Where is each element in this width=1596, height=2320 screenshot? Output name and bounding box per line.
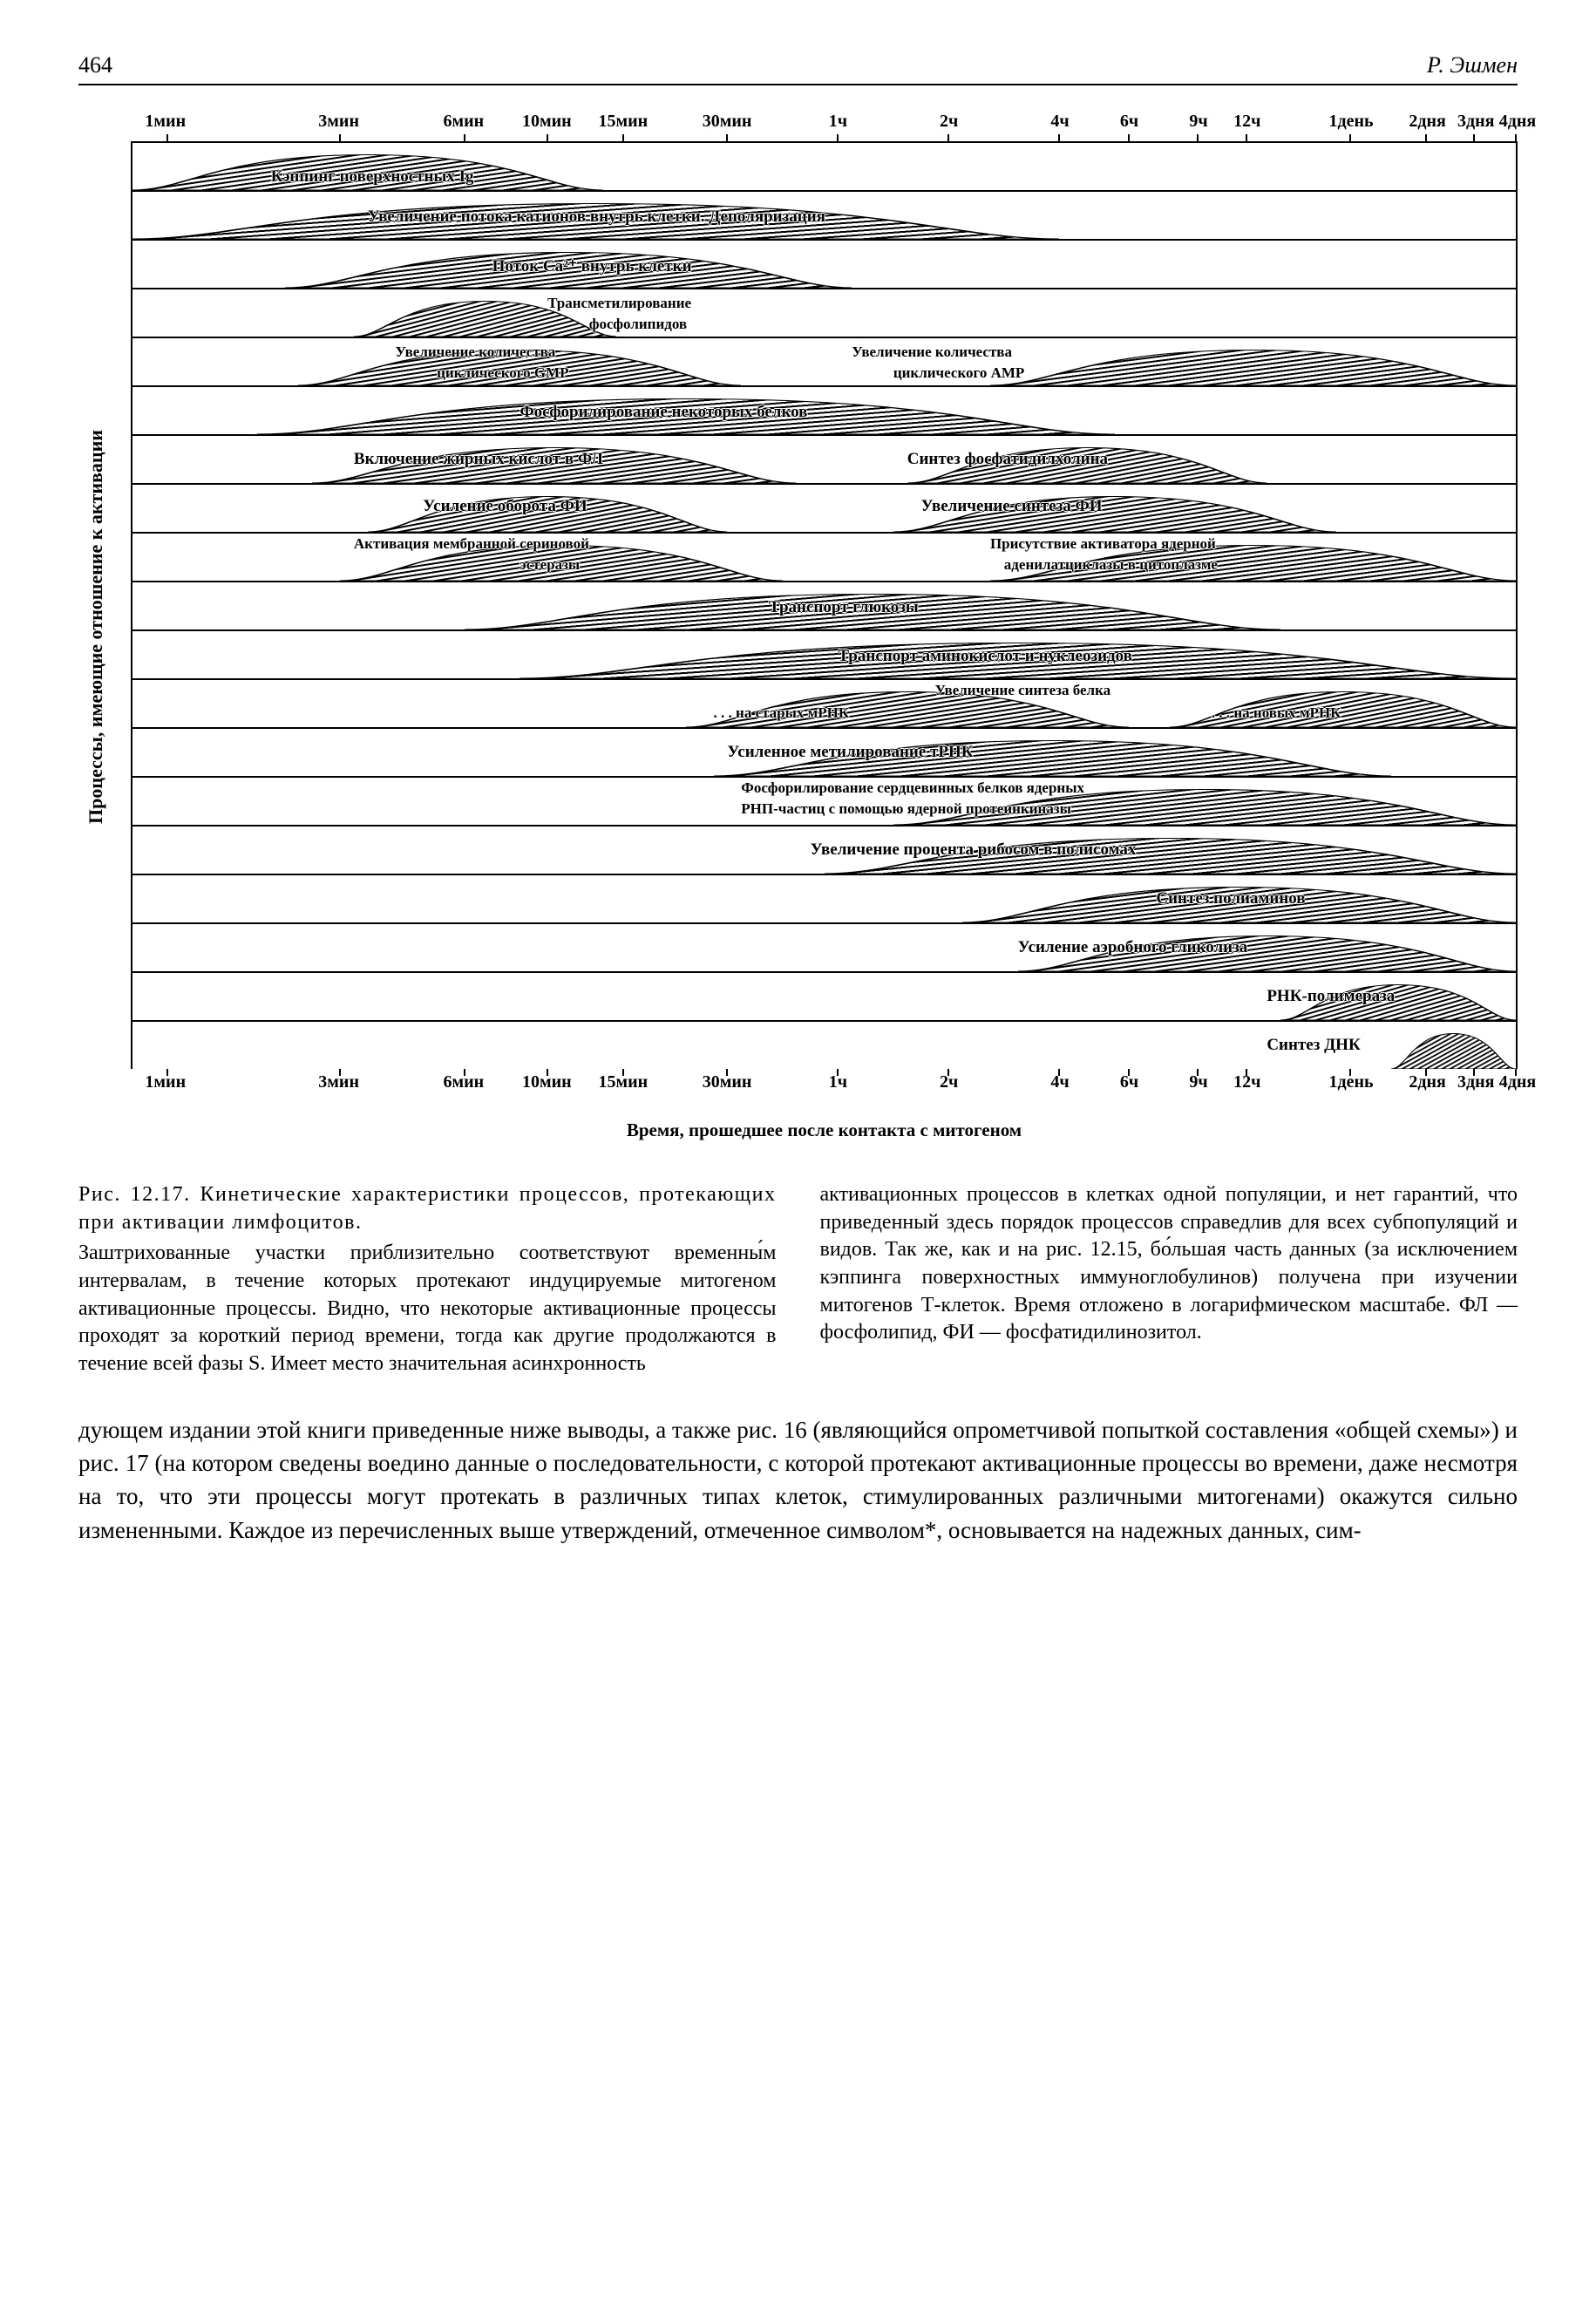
process-label: Усиленное метилирование тРНК [727,743,973,762]
process-row: Фосфорилирование сердцевинных белков яде… [132,778,1516,827]
axis-tick-label: 12ч [1233,1072,1260,1092]
process-label: РНП-частиц с помощью ядерной протеинкина… [741,800,1071,818]
axis-tick-label: 2дня [1409,112,1445,132]
process-label: Включение жирных кислот в ФЛ [354,450,603,469]
process-row: Синтез ДНК [132,1022,1516,1069]
process-label: Синтез ДНК [1267,1036,1360,1055]
page-header: 464 Р. Эшмен [78,52,1518,85]
axis-tick-label: 10мин [522,1072,572,1092]
x-axis-bottom: 1мин 3мин 6мин 10мин 15мин 30мин 1ч 2ч 4ч 6ч 9ч 12ч… [131,1072,1518,1102]
process-label: циклического GMP [437,364,568,382]
process-label: Увеличение синтеза ФИ [921,497,1103,516]
process-row: Усиленное метилирование тРНК [132,729,1516,778]
axis-tick-label: 3мин [318,112,359,132]
axis-tick-label: 3мин [318,1072,359,1092]
process-label: . . . на старых мРНК [714,704,850,722]
axis-tick-label: 30мин [703,112,752,132]
axis-tick-label: 2дня [1409,1072,1445,1092]
axis-tick-label: 12ч [1233,112,1260,132]
process-bar [1391,1022,1516,1069]
process-row: Поток Ca²⁺ внутрь клетки [132,241,1516,289]
caption-left: Заштрихованные участки приблизительно со… [78,1240,777,1378]
process-label: фосфолипидов [589,316,687,333]
process-label: Усиление аэробного гликолиза [1018,938,1248,957]
process-label: . . . на новых мРНК [1212,704,1341,722]
process-label: РНК-полимераза [1267,987,1395,1006]
axis-tick-label: 4дня [1499,112,1536,132]
x-axis-caption: Время, прошедшее после контакта с митоге… [131,1119,1518,1141]
process-row: РНК-полимераза [132,973,1516,1022]
process-label: Увеличение процента рибосом в полисомах [811,840,1137,860]
process-label: Фосфорилирование некоторых белков [520,403,807,422]
axis-tick-label: 6мин [443,112,484,132]
process-row: Кэппинг поверхностных Ig [132,143,1516,192]
process-label: Увеличение потока катионов внутрь клетки… [368,208,825,227]
page-number: 464 [78,52,112,78]
axis-tick-label: 30мин [703,1072,752,1092]
axis-tick-label: 1день [1329,112,1374,132]
process-row: Активация мембранной сериновой эстеразы Пр… [132,534,1516,582]
process-row: Увеличение синтеза белка . . . на старых … [132,680,1516,729]
axis-tick-label: 2ч [940,112,958,132]
process-row: Увеличение потока катионов внутрь клетки… [132,192,1516,241]
axis-tick-label: 6мин [443,1072,484,1092]
axis-tick-label: 1мин [145,112,186,132]
axis-tick-label: 4ч [1050,1072,1069,1092]
process-row: Усиление оборота ФИ Увеличение синтеза ФИ [132,485,1516,534]
process-label: аденилатциклазы в цитоплазме [1004,556,1218,574]
process-label: Транспорт аминокислот и нуклеозидов [838,647,1132,666]
process-label: Кэппинг поверхностных Ig [271,167,474,187]
process-label: Транспорт глюкозы [769,598,919,617]
body-paragraph: дующем издании этой книги приведенные ни… [78,1413,1518,1547]
process-row: Трансметилирование фосфолипидов [132,289,1516,338]
axis-tick-label: 6ч [1120,112,1138,132]
process-label: эстеразы [520,556,580,574]
axis-tick-label: 9ч [1189,1072,1207,1092]
axis-tick-label: 1день [1329,1072,1374,1092]
process-row: Увеличение количества циклического GMP Уве… [132,338,1516,387]
axis-tick-label: 1ч [829,1072,847,1092]
process-row: Фосфорилирование некоторых белков [132,387,1516,436]
process-label: Синтез фосфатидилхолина [907,450,1108,469]
y-axis-label: Процессы, имеющие отношение к активации [85,430,107,824]
process-label: Трансметилирование [547,295,691,312]
process-label: циклического AMP [893,364,1024,382]
x-axis-top: 1мин 3мин 6мин 10мин 15мин 30мин 1ч 2ч 4ч 6ч 9ч 12ч… [131,112,1518,141]
process-row: Транспорт аминокислот и нуклеозидов [132,631,1516,680]
process-label: Активация мембранной сериновой [354,535,589,553]
axis-tick-label: 3дня [1457,112,1494,132]
process-row: Транспорт глюкозы [132,582,1516,631]
process-label: Усиление оборота ФИ [423,497,587,516]
author-name: Р. Эшмен [1427,52,1518,78]
process-row: Усиление аэробного гликолиза [132,924,1516,973]
axis-tick-label: 15мин [598,1072,648,1092]
axis-tick-label: 3дня [1457,1072,1494,1092]
axis-tick-label: 6ч [1120,1072,1138,1092]
axis-tick-label: 1мин [145,1072,186,1092]
process-label: Синтез полиаминов [1156,889,1305,908]
process-label: Увеличение количества [396,344,556,361]
process-bar [990,338,1516,385]
caption-right: активационных процессов в клетках одной … [820,1181,1518,1347]
process-label: Увеличение количества [852,344,1012,361]
chart-rows: Кэппинг поверхностных Ig Увеличение поток… [132,141,1516,1069]
kinetics-chart: Процессы, имеющие отношение к активации … [131,112,1518,1141]
process-label: Увеличение синтеза белка [934,682,1110,699]
process-label: Поток Ca²⁺ внутрь клетки [492,256,692,276]
figure-caption: Рис. 12.17. Кинетические характеристики … [78,1181,1518,1378]
process-label: Присутствие активатора ядерной [990,535,1216,553]
axis-tick-label: 1ч [829,112,847,132]
process-row: Синтез полиаминов [132,875,1516,924]
axis-tick-label: 4ч [1050,112,1069,132]
process-row: Увеличение процента рибосом в полисомах [132,827,1516,875]
axis-tick-label: 2ч [940,1072,958,1092]
axis-tick-label: 4дня [1499,1072,1536,1092]
axis-tick-label: 10мин [522,112,572,132]
process-row: Включение жирных кислот в ФЛ Синтез фосфа… [132,436,1516,485]
axis-tick-label: 15мин [598,112,648,132]
axis-tick-label: 9ч [1189,112,1207,132]
process-label: Фосфорилирование сердцевинных белков яде… [741,779,1084,797]
figure-title: Рис. 12.17. Кинетические характеристики … [78,1181,777,1236]
chart-body: Кэппинг поверхностных Ig Увеличение поток… [131,141,1518,1069]
